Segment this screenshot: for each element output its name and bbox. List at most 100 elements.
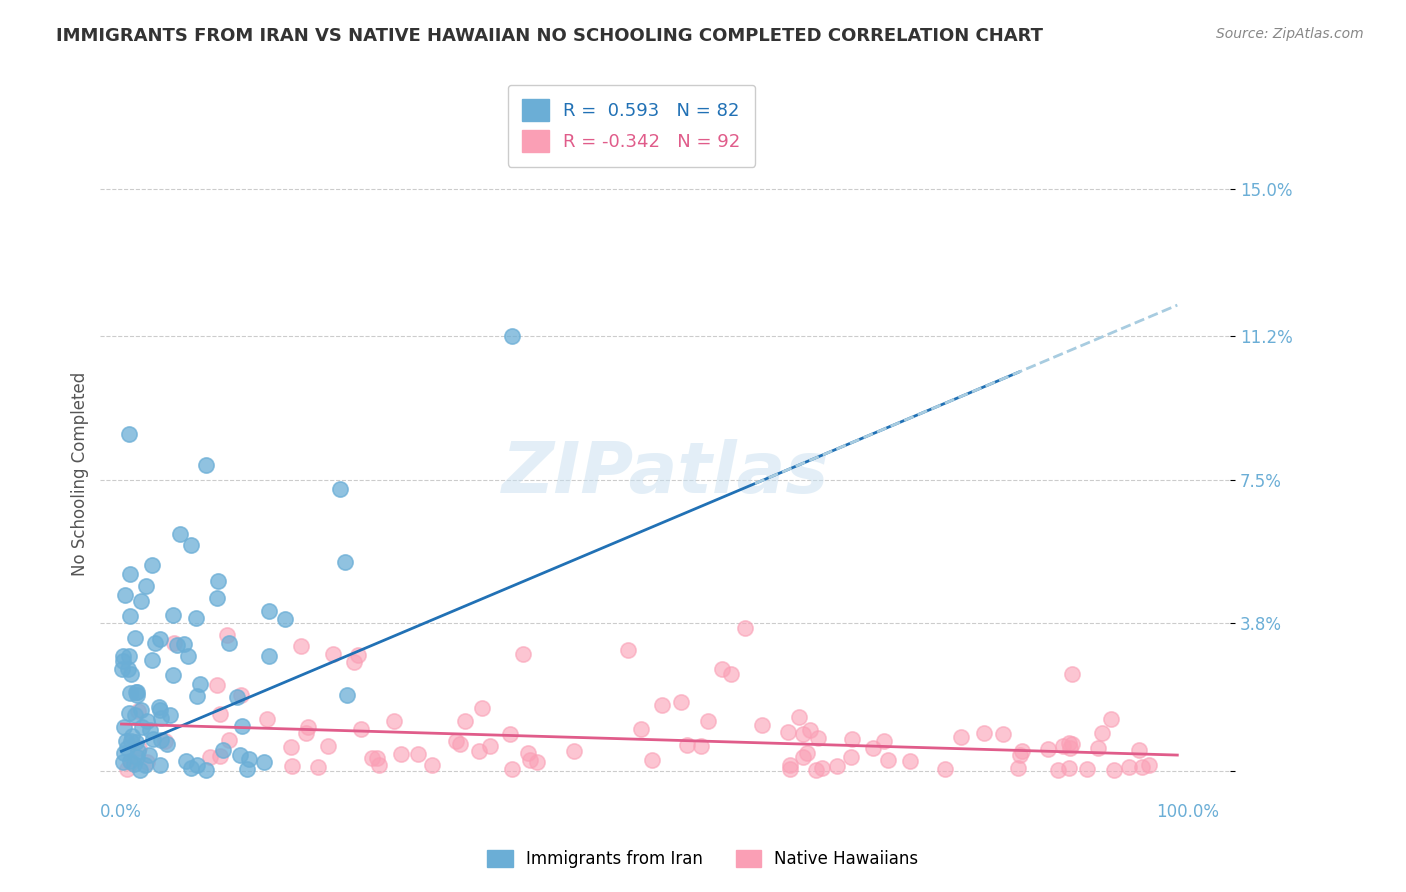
Point xyxy=(779,763,801,777)
Legend: Immigrants from Iran, Native Hawaiians: Immigrants from Iran, Native Hawaiians xyxy=(481,843,925,875)
Point xyxy=(135,579,157,593)
Point xyxy=(804,763,827,777)
Point xyxy=(156,737,179,751)
Point xyxy=(194,458,217,472)
Point xyxy=(1062,737,1084,751)
Point xyxy=(162,668,184,682)
Point xyxy=(1128,742,1150,756)
Point xyxy=(1104,763,1126,777)
Point xyxy=(149,703,172,717)
Point xyxy=(1057,736,1080,750)
Point xyxy=(517,746,540,760)
Point xyxy=(454,714,477,729)
Point xyxy=(641,753,664,767)
Point xyxy=(898,754,921,768)
Point xyxy=(807,731,830,745)
Point xyxy=(1118,760,1140,774)
Point xyxy=(1007,761,1029,775)
Point xyxy=(333,555,356,569)
Point xyxy=(1137,758,1160,772)
Point xyxy=(112,649,135,664)
Point xyxy=(127,704,149,718)
Point xyxy=(471,701,494,715)
Point xyxy=(1060,666,1083,681)
Point xyxy=(391,747,413,762)
Point xyxy=(825,759,848,773)
Point xyxy=(512,647,534,661)
Point xyxy=(209,707,232,722)
Point xyxy=(143,635,166,649)
Point xyxy=(444,734,467,748)
Point xyxy=(184,610,207,624)
Point xyxy=(294,726,316,740)
Text: 100.0%: 100.0% xyxy=(1157,803,1219,822)
Point xyxy=(734,620,756,634)
Point xyxy=(236,762,259,776)
Point xyxy=(166,638,188,652)
Point xyxy=(200,749,222,764)
Point xyxy=(862,741,884,756)
Point xyxy=(406,747,429,761)
Point xyxy=(112,747,135,761)
Point xyxy=(710,662,733,676)
Point xyxy=(799,723,821,738)
Point xyxy=(159,708,181,723)
Text: IMMIGRANTS FROM IRAN VS NATIVE HAWAIIAN NO SCHOOLING COMPLETED CORRELATION CHART: IMMIGRANTS FROM IRAN VS NATIVE HAWAIIAN … xyxy=(56,27,1043,45)
Point xyxy=(120,686,142,700)
Point xyxy=(229,747,252,762)
Point xyxy=(163,635,186,649)
Point xyxy=(316,739,339,753)
Point xyxy=(125,688,148,702)
Point xyxy=(139,723,162,737)
Point xyxy=(349,722,371,736)
Point xyxy=(1047,763,1070,777)
Point xyxy=(180,761,202,775)
Point xyxy=(274,612,297,626)
Point xyxy=(259,649,281,664)
Point xyxy=(125,685,148,699)
Point xyxy=(149,757,172,772)
Point xyxy=(176,649,198,664)
Point xyxy=(336,689,359,703)
Point xyxy=(211,743,233,757)
Point xyxy=(1052,739,1074,753)
Point xyxy=(934,763,956,777)
Point xyxy=(651,698,673,713)
Point xyxy=(776,724,799,739)
Point xyxy=(205,678,228,692)
Point xyxy=(751,718,773,732)
Point xyxy=(117,427,139,442)
Point xyxy=(361,751,384,765)
Point xyxy=(841,732,863,747)
Point xyxy=(329,482,352,496)
Point xyxy=(120,666,142,681)
Point xyxy=(347,648,370,662)
Point xyxy=(792,726,814,740)
Point xyxy=(218,636,240,650)
Point xyxy=(1099,712,1122,726)
Point xyxy=(1091,726,1114,740)
Point xyxy=(368,757,391,772)
Point xyxy=(1059,740,1081,755)
Point xyxy=(1076,762,1098,776)
Point xyxy=(630,722,652,736)
Point xyxy=(322,647,344,661)
Point xyxy=(238,752,260,766)
Point xyxy=(519,753,541,767)
Point xyxy=(129,763,152,777)
Text: Source: ZipAtlas.com: Source: ZipAtlas.com xyxy=(1216,27,1364,41)
Point xyxy=(128,740,150,755)
Point xyxy=(114,588,136,602)
Point xyxy=(129,703,152,717)
Point xyxy=(153,734,176,748)
Point xyxy=(873,734,896,748)
Point xyxy=(131,720,153,734)
Point xyxy=(111,662,134,676)
Point xyxy=(134,758,156,772)
Point xyxy=(111,654,134,668)
Point xyxy=(689,739,711,754)
Point xyxy=(796,746,818,760)
Point xyxy=(720,667,742,681)
Point xyxy=(138,747,160,762)
Point xyxy=(973,726,995,740)
